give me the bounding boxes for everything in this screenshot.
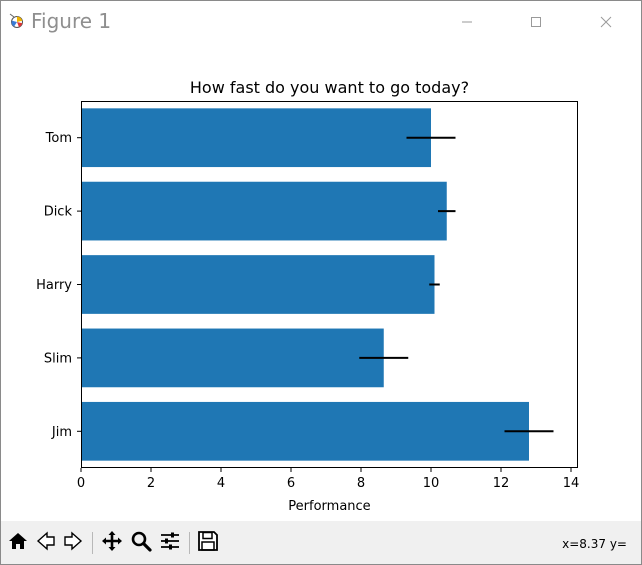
x-tick-label: 14	[563, 476, 580, 491]
bar-harry	[81, 255, 435, 314]
back-button[interactable]	[33, 530, 59, 556]
zoom-button[interactable]	[128, 530, 154, 556]
y-ticks: Tom Dick Harry Slim Jim	[36, 131, 81, 440]
close-button[interactable]	[583, 7, 629, 37]
x-axis-label: Performance	[288, 499, 370, 514]
home-button[interactable]	[5, 530, 31, 556]
configure-subplots-icon	[159, 530, 181, 556]
y-tick-label: Harry	[36, 278, 72, 293]
toolbar-separator	[92, 532, 93, 554]
minimize-icon	[461, 13, 473, 32]
bar-dick	[81, 181, 447, 241]
window-title: Figure 1	[31, 9, 112, 33]
figure-canvas[interactable]: 0 2 4 6 8 10 12 14 Tom Dick Harry Slim Jim How fast…	[1, 45, 641, 521]
x-tick-label: 10	[423, 476, 440, 491]
pan-button[interactable]	[99, 530, 125, 556]
back-arrow-icon	[35, 530, 57, 556]
navigation-toolbar: x=8.37 y=	[1, 521, 641, 564]
y-tick-label: Dick	[44, 205, 73, 220]
x-ticks: 0 2 4 6 8 10 12 14	[77, 468, 579, 491]
zoom-magnifier-icon	[130, 530, 152, 556]
x-tick-label: 12	[493, 476, 510, 491]
title-bar[interactable]: Figure 1	[1, 1, 641, 45]
configure-subplots-button[interactable]	[157, 530, 183, 556]
bar-tom	[81, 108, 431, 168]
maximize-icon	[530, 13, 542, 32]
home-icon	[7, 530, 29, 556]
bar-jim	[81, 401, 529, 461]
forward-button[interactable]	[60, 530, 86, 556]
y-tick-label: Slim	[44, 351, 72, 366]
axes-frame	[81, 101, 578, 468]
forward-arrow-icon	[62, 530, 84, 556]
save-floppy-icon	[197, 530, 219, 556]
bar-slim	[81, 328, 384, 388]
bar-chart: 0 2 4 6 8 10 12 14 Tom Dick Harry Slim Jim How fast…	[36, 78, 579, 514]
save-button[interactable]	[195, 530, 221, 556]
y-tick-label: Jim	[51, 425, 72, 440]
chart-title: How fast do you want to go today?	[190, 78, 469, 97]
close-icon	[600, 13, 612, 32]
x-tick-label: 8	[357, 476, 365, 491]
toolbar-separator	[189, 532, 190, 554]
x-tick-label: 6	[287, 476, 295, 491]
bars-layer	[81, 108, 529, 461]
x-tick-label: 0	[77, 476, 85, 491]
x-tick-label: 2	[147, 476, 155, 491]
pan-move-icon	[101, 530, 123, 556]
minimize-button[interactable]	[444, 7, 490, 37]
error-bars-layer	[359, 136, 554, 433]
x-tick-label: 4	[217, 476, 225, 491]
maximize-button[interactable]	[513, 7, 559, 37]
y-tick-label: Tom	[45, 131, 72, 146]
matplotlib-figure-icon	[8, 12, 26, 30]
cursor-coordinates: x=8.37 y=	[562, 537, 627, 551]
